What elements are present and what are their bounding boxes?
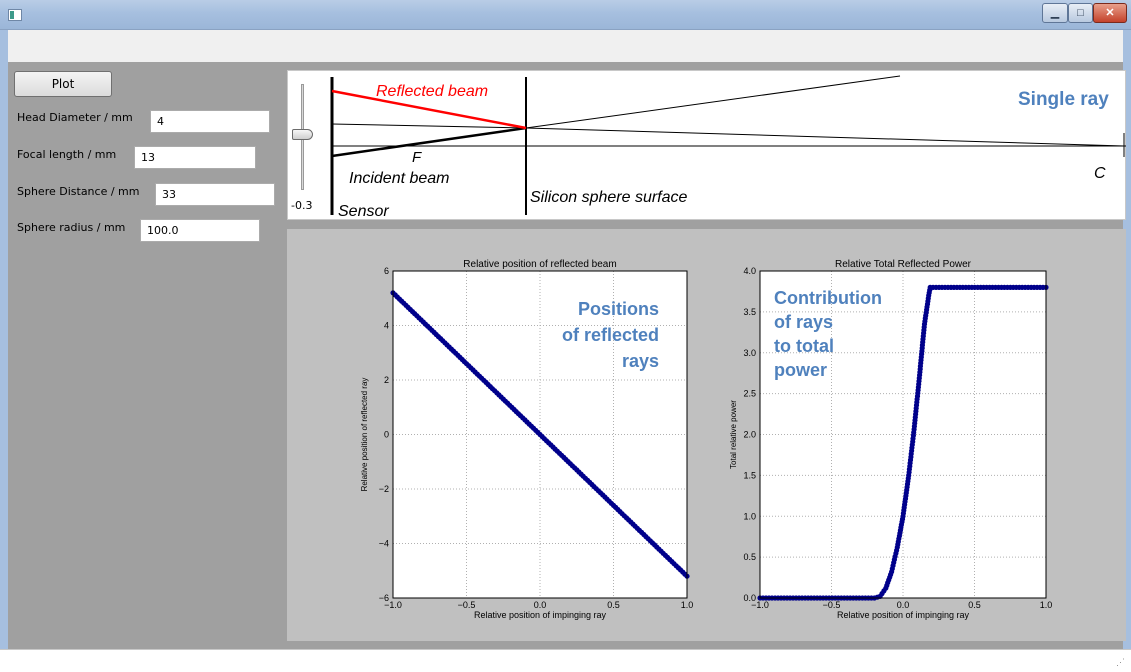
sphere-distance-label: Sphere Distance / mm [17, 185, 140, 198]
chart0-y-tick-label: −6 [379, 593, 389, 603]
chart1-y-tick-label: 1.5 [743, 470, 756, 480]
chart1-x-tick-label: 0.0 [897, 600, 910, 610]
status-bar: ⋰ [0, 649, 1131, 672]
contribution-overlay-text: to total [774, 336, 834, 356]
plot-button[interactable]: Plot [14, 71, 112, 97]
thin-ray [331, 123, 527, 129]
maximize-button[interactable]: □ [1068, 3, 1093, 23]
chart0-x-tick-label: −0.5 [458, 600, 476, 610]
maximize-icon: □ [1077, 7, 1084, 19]
chart1-y-tick-label: 0.0 [743, 593, 756, 603]
head-diameter-label: Head Diameter / mm [17, 111, 133, 124]
sphere-distance-input[interactable]: 33 [155, 183, 275, 206]
positions-overlay-text: of reflected [562, 325, 659, 345]
incident-beam-label: Incident beam [349, 170, 450, 187]
chart1-y-tick-label: 1.0 [743, 511, 756, 521]
chart1-y-tick-label: 2.0 [743, 430, 756, 440]
resize-grip-icon: ⋰ [1116, 657, 1125, 667]
head-diameter-input[interactable]: 4 [150, 110, 270, 133]
contribution-overlay-text: Contribution [774, 288, 882, 308]
chart0-title: Relative position of reflected beam [463, 259, 616, 270]
chart0-y-tick-label: 0 [384, 430, 389, 440]
single-ray-title: Single ray [1018, 89, 1109, 110]
chart1-title: Relative Total Reflected Power [835, 259, 972, 270]
single-ray-diagram: Reflected beam F Incident beam Sensor Si… [287, 70, 1126, 220]
center-label: C [1094, 165, 1106, 182]
chart1-y-tick-label: 3.5 [743, 307, 756, 317]
title-bar: ▁ □ ✕ [0, 0, 1131, 30]
plots-canvas: −1.0 −0.5 0.0 0.5 1.0 −6 −4 −2 0 2 4 6 Relative posi… [360, 259, 1053, 620]
incident-beam-line [331, 126, 527, 158]
chart0-y-tick-label: −4 [379, 539, 389, 549]
window-frame-right [1123, 30, 1131, 650]
positions-overlay-text: rays [622, 351, 659, 371]
chart0-y-tick-label: 2 [384, 375, 389, 385]
thin-ray [525, 127, 1125, 147]
minimize-button[interactable]: ▁ [1042, 3, 1068, 23]
close-icon: ✕ [1105, 7, 1115, 19]
chart0-x-tick-label: 0.5 [607, 600, 620, 610]
focus-label: F [412, 149, 422, 166]
slider-value: -0.3 [291, 199, 313, 212]
chart0-axes-frame [392, 270, 688, 599]
chart1-x-tick-label: 0.5 [968, 600, 981, 610]
chart1-x-tick-label: 1.0 [1040, 600, 1053, 610]
menu-bar [8, 31, 1123, 61]
focal-length-label: Focal length / mm [17, 148, 117, 161]
thin-ray [525, 75, 901, 129]
chart0-x-tick-label: 0.0 [534, 600, 547, 610]
chart1-axes-frame [759, 270, 1047, 599]
surface-label: Silicon sphere surface [530, 189, 688, 206]
contribution-overlay-text: power [774, 360, 827, 380]
chart1-y-tick-label: 0.5 [743, 552, 756, 562]
chart0-x-tick-label: −1.0 [384, 600, 402, 610]
chart1-x-tick-label: −1.0 [751, 600, 769, 610]
reflected-beam-label: Reflected beam [376, 83, 488, 100]
chart1-x-axis-label: Relative position of impinging ray [837, 610, 970, 620]
chart0-x-axis-label: Relative position of impinging ray [474, 610, 607, 620]
plots-panel: −1.0 −0.5 0.0 0.5 1.0 −6 −4 −2 0 2 4 6 Relative posi… [287, 229, 1126, 641]
focal-length-input[interactable]: 13 [134, 146, 256, 169]
chart1-x-tick-label: −0.5 [823, 600, 841, 610]
chart0-y-tick-label: 4 [384, 321, 389, 331]
window-frame-left [0, 30, 8, 650]
sensor-label: Sensor [338, 203, 389, 220]
positions-overlay-text: Positions [578, 299, 659, 319]
app-icon [8, 9, 22, 21]
chart0-x-tick-label: 1.0 [681, 600, 694, 610]
chart1-y-tick-label: 3.0 [743, 348, 756, 358]
chart1-y-axis-label: Total relative power [729, 400, 738, 469]
sphere-radius-label: Sphere radius / mm [17, 221, 126, 234]
sphere-radius-input[interactable]: 100.0 [140, 219, 260, 242]
minimize-icon: ▁ [1050, 7, 1060, 19]
chart1-y-tick-label: 2.5 [743, 389, 756, 399]
close-button[interactable]: ✕ [1093, 3, 1127, 23]
chart0-y-tick-label: 6 [384, 266, 389, 276]
slider-handle[interactable] [292, 129, 313, 140]
reflected-beam-line [331, 89, 527, 130]
chart0-y-axis-label: Relative position of reflected ray [360, 378, 369, 492]
chart0-y-tick-label: −2 [379, 484, 389, 494]
chart1-y-tick-label: 4.0 [743, 266, 756, 276]
contribution-overlay-text: of rays [774, 312, 833, 332]
